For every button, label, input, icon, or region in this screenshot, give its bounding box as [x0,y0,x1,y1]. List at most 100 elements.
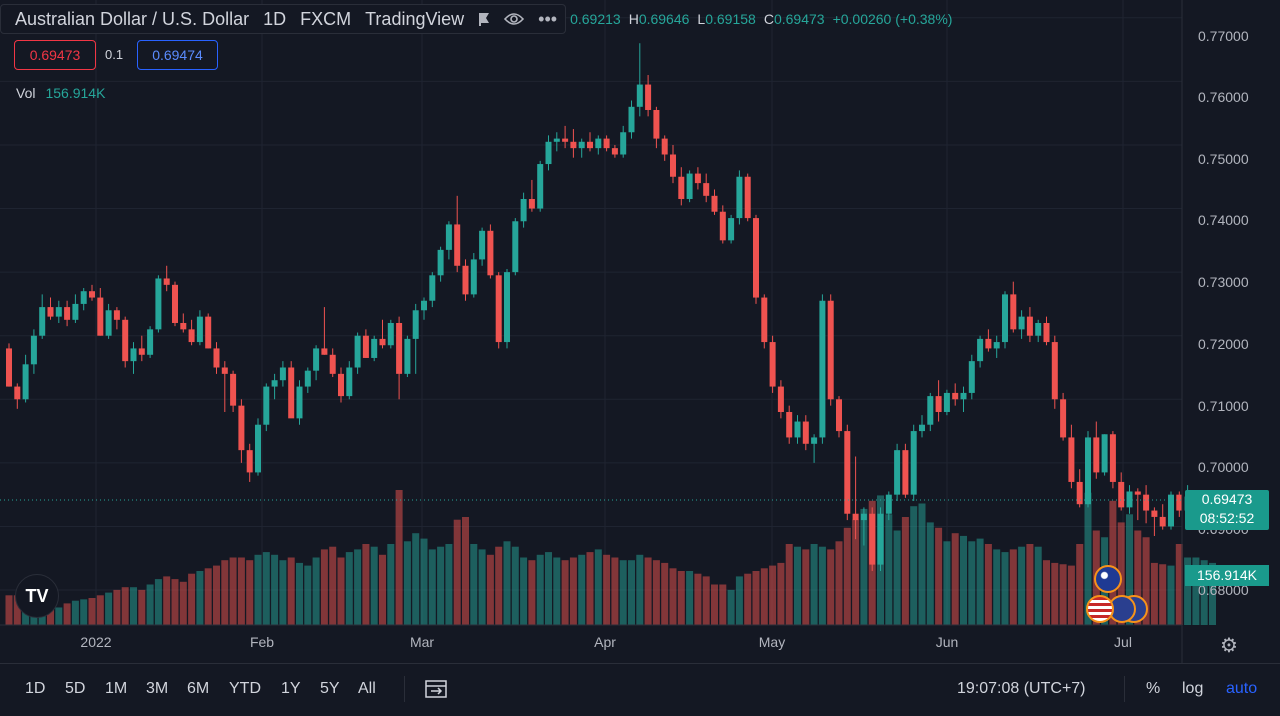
candle-body [1159,516,1166,527]
symbol-name[interactable]: Australian Dollar / U.S. Dollar [15,8,250,29]
candle-body [445,224,452,250]
candle-body [138,348,145,355]
source-label[interactable]: TradingView [365,8,465,29]
volume-bar [652,560,660,625]
volume-bar [802,549,810,625]
volume-bar [694,573,702,625]
candle-body [802,421,809,444]
candle-body [346,367,353,397]
interval-label[interactable]: 1D [263,8,287,29]
date-range-icon[interactable] [424,677,448,699]
volume-bar [1034,546,1042,625]
candle-body [213,348,220,368]
volume-bar [113,589,121,625]
settings-gear-icon[interactable]: ⚙ [1220,635,1238,657]
sell-button[interactable]: 0.69473 [14,40,96,70]
volume-bar [163,576,171,625]
candle-body [72,303,79,320]
toolbar-divider [1124,676,1125,702]
candle-series [6,43,1191,571]
volume-bar [769,565,777,625]
volume-bar [1142,537,1150,625]
candle-body [860,513,867,521]
bottom-toolbar: 1D 5D 1M 3M 6M YTD 1Y 5Y All 19:07:08 (U… [0,663,1280,716]
timeframe-all[interactable]: All [358,680,376,697]
candle-body [960,392,967,400]
volume-bar [213,565,220,625]
volume-bar [204,568,212,625]
volume-bar [63,603,71,625]
candle-body [719,211,726,241]
candle-body [30,335,37,365]
candle-body [6,348,12,387]
candle-body [977,338,984,362]
timeframe-5y[interactable]: 5Y [320,680,340,697]
volume-bar [1001,552,1009,625]
volume-bar [262,552,270,625]
au-event-icon[interactable] [1094,565,1122,593]
candle-body [661,138,668,155]
percent-scale-toggle[interactable]: % [1146,680,1161,697]
timeframe-3m[interactable]: 3M [146,680,169,697]
candle-body [163,278,170,285]
volume-bar [843,527,851,625]
buy-button[interactable]: 0.69474 [137,40,218,70]
exchange-label[interactable]: FXCM [300,8,352,29]
symbol-title-box[interactable]: Australian Dollar / U.S. Dollar 1D FXCM … [0,4,567,34]
volume-bar [80,599,88,625]
candle-body [686,173,693,200]
volume-bar [387,544,395,625]
volume-bar [412,533,420,625]
volume-bar [246,560,254,625]
volume-legend[interactable]: Vol 156.914K [16,85,105,101]
timeframe-5d[interactable]: 5D [65,680,86,697]
auto-scale-toggle[interactable]: auto [1226,680,1258,697]
candle-body [255,424,261,473]
volume-bar [910,506,918,625]
candle-body [64,307,71,320]
candle-body [935,396,942,413]
candle-body [753,218,759,298]
log-scale-toggle[interactable]: log [1182,680,1204,697]
volume-bar [271,554,279,625]
volume-bar [312,557,320,625]
timeframe-1y[interactable]: 1Y [281,680,301,697]
volume-bar [179,581,187,625]
volume-bar [619,560,627,625]
candle-body [1076,481,1083,505]
timeframe-1m[interactable]: 1M [105,680,128,697]
candle-body [836,399,842,432]
candle-body [1026,316,1033,336]
volume-bar [470,544,478,625]
more-options-icon[interactable]: ••• [538,8,558,29]
candle-body [927,396,934,425]
timezone-clock[interactable]: 19:07:08 (UTC+7) [957,680,1086,697]
candle-body [504,272,510,343]
volume-bar [1209,562,1216,625]
us-event-icon[interactable] [1086,595,1114,623]
price-chart[interactable] [0,0,1280,663]
volume-bar [188,573,196,625]
tradingview-logo[interactable]: TV [15,574,59,618]
volume-value: 156.914K [45,85,106,101]
volume-bar [121,587,129,625]
volume-bar [511,546,519,625]
timeframe-ytd[interactable]: YTD [229,680,261,697]
candle-body [321,348,328,355]
candle-body [1043,322,1050,343]
flag-icon[interactable] [478,12,490,26]
candle-body [279,367,286,381]
candle-body [670,154,676,177]
candle-body [894,450,901,495]
candle-body [943,392,950,413]
volume-bar [561,560,569,625]
candle-body [952,392,959,400]
volume-bar [852,519,860,625]
candle-body [678,176,685,200]
volume-bar [221,560,229,625]
timeframe-1d[interactable]: 1D [25,680,46,697]
toolbar-divider [404,676,405,702]
eye-icon[interactable] [504,12,525,26]
volume-bar [88,598,96,625]
timeframe-6m[interactable]: 6M [187,680,210,697]
